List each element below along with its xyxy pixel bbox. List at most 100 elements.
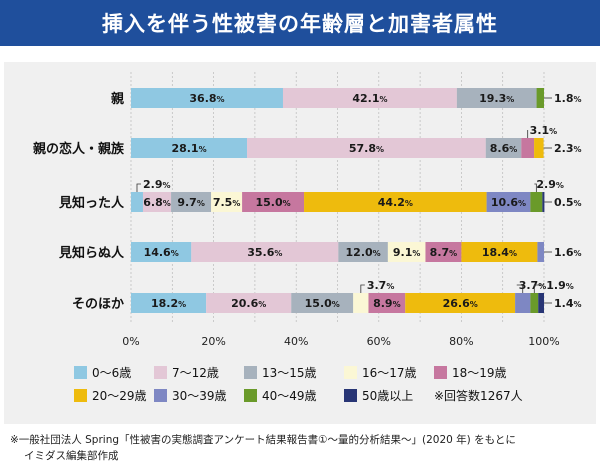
bar-segment	[456, 88, 537, 108]
bar-segment	[131, 192, 143, 212]
bar-segment	[282, 88, 457, 108]
x-tick-label: 0%	[122, 335, 139, 348]
data-label: 26.6%	[443, 297, 478, 310]
legend-swatch	[344, 389, 357, 402]
data-label: 2.3%	[554, 142, 582, 155]
data-label: 15.0%	[305, 297, 340, 310]
data-label: 7.5%	[213, 196, 241, 209]
legend-label: 16〜17歳	[362, 366, 417, 380]
x-tick-label: 20%	[201, 335, 225, 348]
data-label: 1.4%	[554, 297, 582, 310]
data-label: 9.1%	[393, 246, 421, 259]
bar-segment	[542, 192, 545, 212]
category-label: そのほか	[72, 297, 124, 312]
data-label: 42.1%	[352, 92, 387, 105]
bar-segment	[536, 88, 544, 108]
legend-label: 7〜12歳	[172, 366, 219, 380]
legend-swatch	[434, 366, 447, 379]
bar-segment	[131, 138, 248, 158]
data-label: 14.6%	[144, 246, 179, 259]
data-label: 1.9%	[546, 279, 574, 292]
data-label: 3.1%	[530, 124, 558, 137]
leader-line	[533, 284, 545, 293]
bar-segment	[530, 293, 539, 313]
bar-segment	[247, 138, 486, 158]
legend-label: 40〜49歳	[262, 389, 317, 403]
bar-segment	[387, 242, 426, 262]
data-label: 1.6%	[554, 246, 582, 259]
bar-segment	[142, 192, 172, 212]
bar-segment	[131, 293, 207, 313]
legend-swatch	[154, 389, 167, 402]
source-note-line-2: イミダス編集部作成	[24, 450, 119, 462]
bar-segment	[485, 138, 522, 158]
data-label: 35.6%	[247, 246, 282, 259]
bar-segment	[425, 242, 462, 262]
category-label: 親の恋人・親族	[33, 141, 125, 157]
bar-segment	[131, 242, 192, 262]
data-label: 8.7%	[430, 246, 458, 259]
source-notes: ※一般社団法人 Spring「性被害の実態調査アンケート結果報告書①〜量的分析結…	[10, 432, 516, 464]
data-label: 44.2%	[378, 196, 413, 209]
leader-line	[136, 183, 141, 192]
data-label: 9.7%	[177, 196, 205, 209]
data-label: 18.4%	[482, 246, 517, 259]
bar-segment	[171, 192, 212, 212]
data-label: 2.9%	[536, 178, 564, 191]
leader-line	[534, 183, 537, 192]
title-bar: 挿入を伴う性被害の年齢層と加害者属性	[0, 0, 600, 46]
legend-swatch	[74, 389, 87, 402]
bar-segment	[353, 293, 369, 313]
category-label: 見知った人	[58, 195, 125, 211]
data-label: 28.1%	[171, 142, 206, 155]
legend-response-count: ※回答数1267人	[434, 388, 523, 403]
data-label: 8.9%	[373, 297, 401, 310]
bar-segment	[211, 192, 243, 212]
data-label: 10.6%	[491, 196, 526, 209]
data-label: 19.3%	[479, 92, 514, 105]
data-label: 2.9%	[143, 178, 171, 191]
bar-segment	[405, 293, 516, 313]
source-note-line-1: ※一般社団法人 Spring「性被害の実態調査アンケート結果報告書①〜量的分析結…	[10, 434, 516, 446]
legend-swatch	[344, 366, 357, 379]
bar-segment	[191, 242, 339, 262]
bar-segment	[534, 138, 544, 158]
bar-segment	[521, 138, 535, 158]
legend-label: 20〜29歳	[92, 389, 147, 403]
bar-segment	[515, 293, 531, 313]
data-label: 8.6%	[490, 142, 518, 155]
data-label: 6.8%	[143, 196, 171, 209]
bar-segment	[242, 192, 305, 212]
data-label: 3.7%	[519, 279, 547, 292]
category-label: 見知らぬ人	[58, 245, 125, 261]
legend-label: 0〜6歳	[92, 366, 131, 380]
data-label: 18.2%	[151, 297, 186, 310]
bar-segment	[131, 88, 283, 108]
leader-line	[360, 284, 365, 293]
legend-label: 30〜39歳	[172, 389, 227, 403]
data-label: 36.8%	[189, 92, 224, 105]
x-tick-label: 60%	[367, 335, 391, 348]
data-label: 20.6%	[231, 297, 266, 310]
bar-segment	[537, 242, 544, 262]
legend-label: 50歳以上	[362, 389, 413, 403]
data-label: 15.0%	[255, 196, 290, 209]
data-label: 0.5%	[554, 196, 582, 209]
legend-swatch	[74, 366, 87, 379]
legend-swatch	[244, 389, 257, 402]
leader-line	[516, 284, 524, 293]
bar-segment	[461, 242, 538, 262]
stacked-bar-chart: 0% 20% 40% 60% 80% 100% 親 36.8% 42.1% 19.3% 1.8% 親の…	[33, 72, 582, 403]
legend-swatch	[244, 366, 257, 379]
bar-segment	[206, 293, 292, 313]
legend-label: 18〜19歳	[452, 366, 507, 380]
legend-swatch	[154, 366, 167, 379]
category-label: 親	[111, 91, 124, 107]
data-label: 1.8%	[554, 92, 582, 105]
chart-panel: 0% 20% 40% 60% 80% 100% 親 36.8% 42.1% 19.3% 1.8% 親の…	[4, 62, 596, 424]
x-tick-label: 100%	[528, 335, 559, 348]
data-label: 3.7%	[367, 279, 395, 292]
data-label: 57.8%	[349, 142, 384, 155]
bar-segment	[538, 293, 544, 313]
bar-segment	[338, 242, 388, 262]
